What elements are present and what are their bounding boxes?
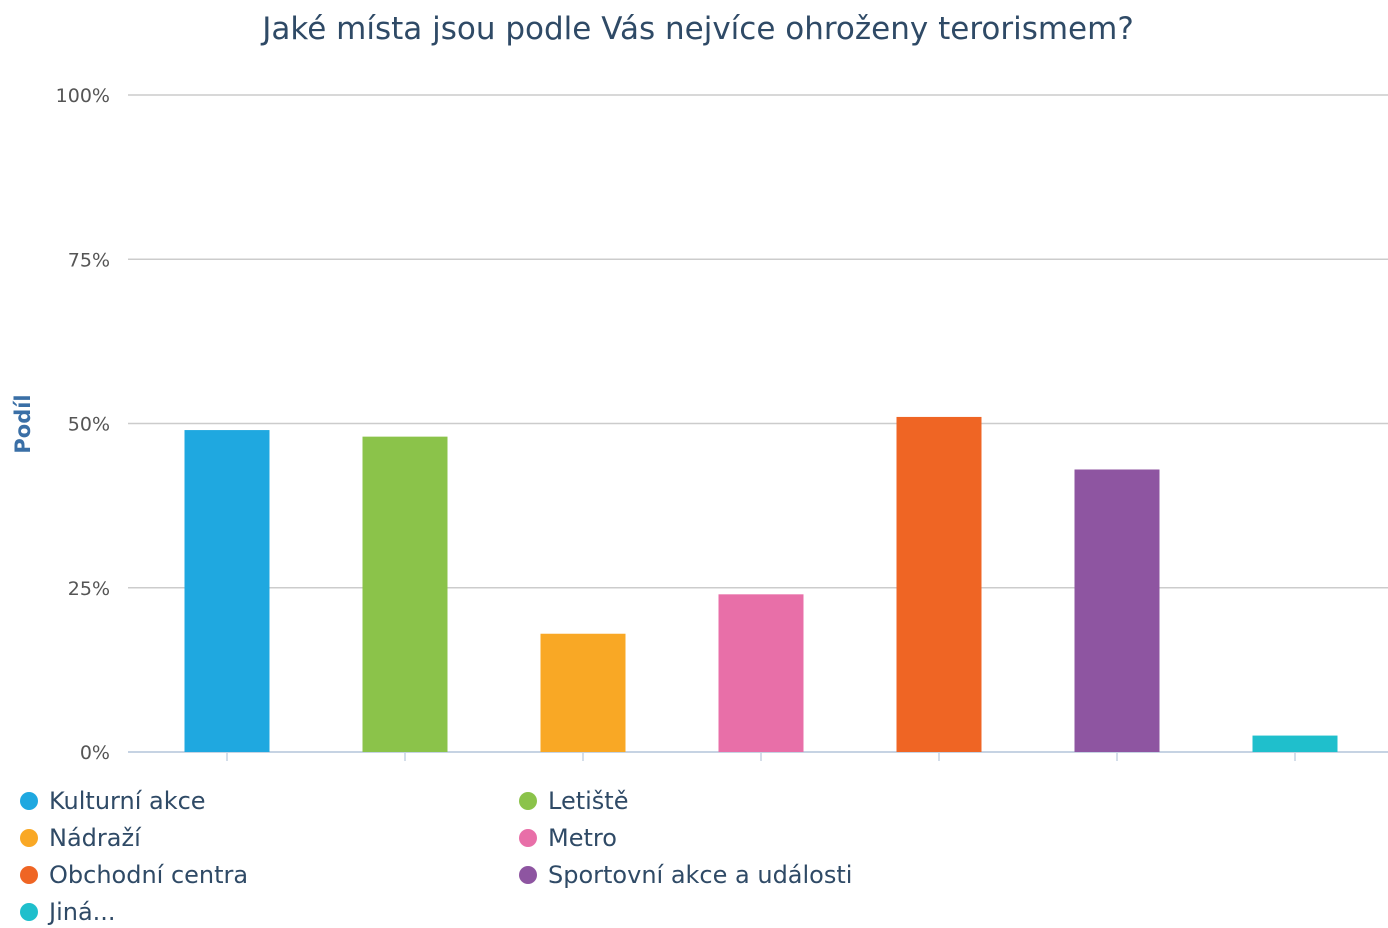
y-tick-label: 75% [68,249,110,271]
chart-title: Jaké místa jsou podle Vás nejvíce ohrože… [260,11,1134,47]
y-tick-label: 0% [80,742,110,764]
bar-6[interactable] [1074,469,1160,752]
bar-3[interactable] [540,633,626,752]
y-tick-label: 50% [68,414,110,436]
bar-7[interactable] [1252,735,1338,752]
x-axis-ticks [226,752,1296,761]
bar-5[interactable] [896,416,982,752]
y-tick-label: 25% [68,578,110,600]
bar-2[interactable] [362,436,448,752]
y-axis-ticks: 0% 25% 50% 75% 100% [56,85,110,764]
bar-4[interactable] [718,594,804,752]
bar-1[interactable] [184,430,270,752]
bars [184,416,1338,752]
y-tick-label: 100% [56,85,110,107]
y-axis-label: Podíl [11,394,35,453]
